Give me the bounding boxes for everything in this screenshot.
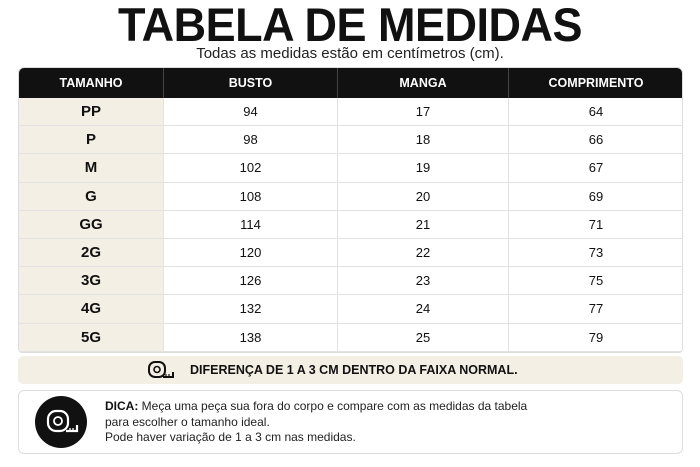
measure-cell: 79: [509, 324, 682, 352]
tape-icon: [148, 361, 174, 378]
header-row: TAMANHO BUSTO MANGA COMPRIMENTO: [19, 68, 682, 98]
table-row: 2G 120 22 73: [19, 238, 682, 268]
column-header: BUSTO: [164, 68, 338, 98]
measure-cell: 20: [338, 182, 509, 211]
size-cell: 3G: [19, 267, 164, 296]
table-row: GG 114 21 71: [19, 210, 682, 239]
measure-cell: 23: [338, 267, 509, 296]
tip-icon: [35, 396, 87, 448]
table-row: 5G 138 25 79: [19, 323, 682, 352]
measure-cell: 138: [164, 323, 338, 352]
measure-cell: 132: [164, 295, 338, 324]
tip-line: Pode haver variação de 1 a 3 cm nas medi…: [105, 430, 356, 444]
title: TABELA DE MEDIDAS: [118, 0, 583, 52]
measure-cell: 64: [509, 98, 682, 127]
column-header: MANGA: [338, 68, 509, 98]
size-cell: P: [19, 126, 164, 155]
note-bar: DIFERENÇA DE 1 A 3 CM DENTRO DA FAIXA NO…: [18, 356, 683, 384]
tip-text: DICA: Meça uma peça sua fora do corpo e …: [105, 399, 527, 446]
measure-cell: 98: [164, 126, 338, 155]
measure-cell: 71: [509, 211, 682, 239]
table-row: G 108 20 69: [19, 182, 682, 211]
measure-cell: 120: [164, 238, 338, 268]
size-cell: 4G: [19, 295, 164, 324]
measure-cell: 94: [164, 98, 338, 127]
table-row: 3G 126 23 75: [19, 267, 682, 296]
size-cell: M: [19, 154, 164, 183]
measure-cell: 77: [509, 295, 682, 324]
size-cell: GG: [19, 210, 164, 239]
size-cell: 5G: [19, 323, 164, 352]
measure-cell: 19: [338, 154, 509, 183]
measure-cell: 66: [509, 126, 682, 155]
tip-line: para escolher o tamanho ideal.: [105, 414, 270, 429]
column-header: COMPRIMENTO: [509, 68, 682, 98]
measure-cell: 21: [338, 210, 509, 239]
tip-line: Meça uma peça sua fora do corpo e compar…: [141, 399, 528, 413]
measure-cell: 114: [164, 210, 338, 239]
measure-cell: 108: [164, 182, 338, 211]
subtitle: Todas as medidas estão em centímetros (c…: [196, 45, 504, 62]
measure-cell: 67: [509, 154, 682, 183]
tip-label: DICA:: [105, 399, 139, 413]
size-cell: PP: [19, 98, 164, 127]
measure-cell: 73: [509, 239, 682, 268]
size-cell: 2G: [19, 238, 164, 268]
measure-cell: 75: [509, 267, 682, 296]
size-cell: G: [19, 182, 164, 211]
table-row: M 102 19 67: [19, 154, 682, 183]
measure-cell: 69: [509, 183, 682, 211]
size-table: TAMANHO BUSTO MANGA COMPRIMENTO PP 94 17 64 P 98 1…: [18, 67, 683, 353]
measure-cell: 18: [338, 126, 509, 155]
measure-cell: 24: [338, 295, 509, 324]
column-header: TAMANHO: [19, 68, 164, 98]
measure-cell: 25: [338, 323, 509, 352]
measure-cell: 126: [164, 267, 338, 296]
measure-cell: 17: [338, 98, 509, 127]
measure-cell: 102: [164, 154, 338, 183]
table-row: PP 94 17 64: [19, 98, 682, 127]
table-row: P 98 18 66: [19, 126, 682, 155]
note-text: DIFERENÇA DE 1 A 3 CM DENTRO DA FAIXA NO…: [190, 363, 518, 377]
table-row: 4G 132 24 77: [19, 295, 682, 324]
tip-box: DICA: Meça uma peça sua fora do corpo e …: [18, 390, 683, 454]
measure-cell: 22: [338, 238, 509, 268]
